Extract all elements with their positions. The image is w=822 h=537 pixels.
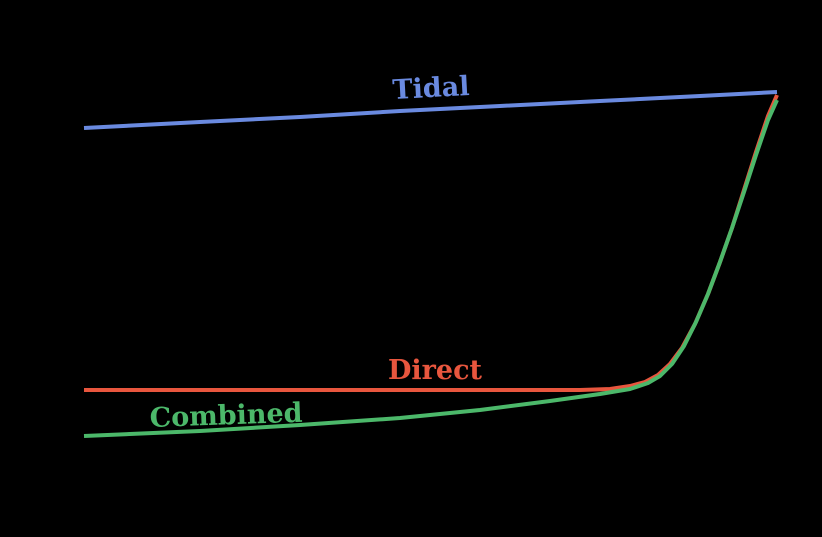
tidal-line (83, 90, 778, 130)
direct-label: Direct (388, 355, 483, 386)
combined-line (83, 99, 779, 438)
tidal-label: Tidal (392, 71, 471, 106)
series-combined: Combined (83, 99, 779, 438)
combined-label: Combined (149, 398, 303, 434)
series-tidal: Tidal (83, 71, 778, 130)
